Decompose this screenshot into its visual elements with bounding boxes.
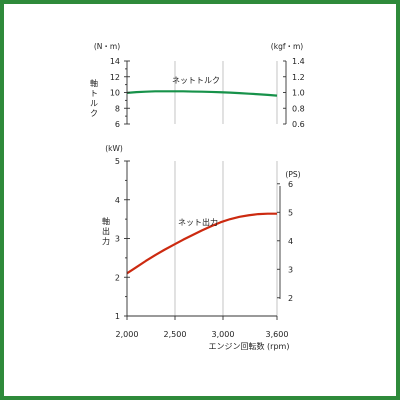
power-left-tick-label: 5 xyxy=(115,157,120,166)
torque-left-tick-label: 8 xyxy=(115,104,120,113)
power-ylabel-char-1: 出 xyxy=(102,226,110,236)
x-tick-label: 3,600 xyxy=(266,330,289,339)
power-right-unit: (PS) xyxy=(285,170,300,179)
x-axis-ticks: 2,000 2,500 3,000 3,600 xyxy=(116,315,289,339)
torque-lines xyxy=(126,90,278,97)
power-ylabel-char-2: 力 xyxy=(102,236,110,246)
power-series-line xyxy=(126,212,277,275)
power-lines xyxy=(126,212,277,275)
torque-ticks: 6 8 10 12 14 0.6 0.8 1.0 1.2 1.4 xyxy=(110,57,305,129)
torque-right-tick-label: 1.2 xyxy=(292,73,305,82)
torque-ylabel-char-2: ル xyxy=(90,99,98,108)
torque-ylabel-char-0: 軸 xyxy=(90,78,98,88)
torque-ylabel-char-3: ク xyxy=(90,109,98,118)
power-left-tick-label: 1 xyxy=(115,312,120,321)
power-right-tick-label: 4 xyxy=(288,237,293,246)
torque-series-line xyxy=(126,90,278,97)
power-right-tick-label: 3 xyxy=(288,265,293,274)
power-right-tick-label: 5 xyxy=(288,208,293,217)
torque-right-tick-label: 1.4 xyxy=(292,57,305,66)
x-tick-label: 2,500 xyxy=(164,330,187,339)
torque-right-unit: (kgf・m) xyxy=(271,42,303,51)
x-tick-label: 2,000 xyxy=(116,330,139,339)
power-grid xyxy=(126,161,278,316)
power-right-tick-label: 6 xyxy=(288,180,293,189)
power-left-unit: (kW) xyxy=(105,144,123,153)
x-axis-label: エンジン回転数 (rpm) xyxy=(209,341,290,351)
torque-left-tick-label: 14 xyxy=(110,57,120,66)
torque-panel: (N・m) (kgf・m) 軸 ト ル ク 6 8 10 12 14 0.6 0.8 1.0 1… xyxy=(90,42,305,129)
torque-left-tick-label: 12 xyxy=(110,73,120,82)
torque-left-tick-label: 6 xyxy=(115,120,120,129)
power-ticks: 1 2 3 4 5 2 3 4 5 6 xyxy=(115,157,293,321)
torque-left-tick-label: 10 xyxy=(110,89,120,98)
torque-right-tick-label: 1.0 xyxy=(292,89,305,98)
torque-ylabel-char-1: ト xyxy=(90,89,98,98)
torque-series-label: ネットトルク xyxy=(172,76,220,85)
power-left-tick-label: 2 xyxy=(115,273,120,282)
power-right-tick-label: 2 xyxy=(288,294,293,303)
power-left-tick-label: 4 xyxy=(115,196,120,205)
torque-right-tick-label: 0.6 xyxy=(292,120,305,129)
power-ylabel-char-0: 軸 xyxy=(102,216,110,226)
torque-left-unit: (N・m) xyxy=(94,42,120,51)
power-series-label: ネット出力 xyxy=(178,217,218,227)
torque-right-tick-label: 0.8 xyxy=(292,104,305,113)
power-left-tick-label: 3 xyxy=(115,235,120,244)
x-tick-label: 3,000 xyxy=(212,330,235,339)
